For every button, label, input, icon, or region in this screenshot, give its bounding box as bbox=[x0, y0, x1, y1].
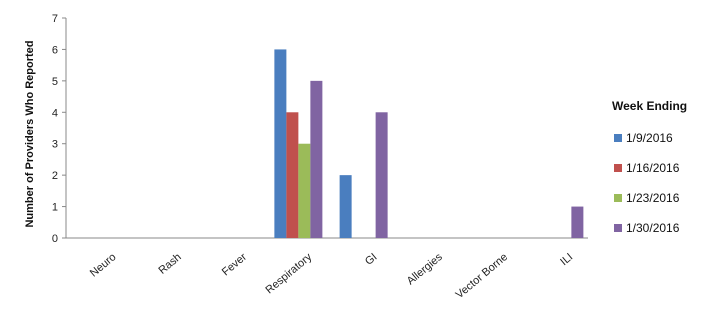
bar bbox=[274, 49, 287, 238]
legend-label: 1/23/2016 bbox=[626, 191, 680, 205]
x-tick-label: Allergies bbox=[405, 251, 445, 288]
legend-label: 1/30/2016 bbox=[626, 221, 680, 235]
bar bbox=[339, 175, 352, 238]
bars bbox=[274, 49, 584, 238]
x-tick-label: Rash bbox=[156, 251, 183, 277]
y-tick-label: 4 bbox=[52, 107, 58, 119]
y-tick-label: 0 bbox=[52, 233, 58, 245]
y-tick-label: 5 bbox=[52, 76, 58, 88]
bar bbox=[298, 143, 311, 238]
legend-swatch bbox=[614, 134, 622, 142]
y-axis-label: Number of Providers Who Reported bbox=[24, 40, 36, 227]
x-tick-label: Neuro bbox=[88, 251, 119, 279]
bar bbox=[310, 80, 323, 238]
legend-label: 1/16/2016 bbox=[626, 161, 680, 175]
y-tick-label: 2 bbox=[52, 170, 58, 182]
bar bbox=[286, 112, 299, 238]
legend-swatch bbox=[614, 164, 622, 172]
x-ticks: Neuro Rash Fever Respiratory GI Allergies Vect… bbox=[88, 251, 575, 301]
y-ticks: 0 1 2 3 4 5 6 7 bbox=[52, 13, 66, 245]
y-tick-label: 7 bbox=[52, 13, 58, 25]
legend-swatch bbox=[614, 194, 622, 202]
legend: Week Ending 1/9/2016 1/16/2016 1/23/2016 1/… bbox=[612, 99, 687, 235]
legend-title: Week Ending bbox=[612, 99, 687, 113]
legend-label: 1/9/2016 bbox=[626, 131, 673, 145]
y-axis-label-group: Number of Providers Who Reported bbox=[24, 40, 36, 227]
legend-swatch bbox=[614, 224, 622, 232]
x-tick-label: ILI bbox=[558, 251, 575, 268]
y-tick-label: 1 bbox=[52, 202, 58, 214]
bar bbox=[375, 112, 388, 238]
axes bbox=[65, 18, 588, 239]
x-tick-label: GI bbox=[363, 251, 380, 268]
x-tick-label: Respiratory bbox=[263, 251, 314, 297]
y-tick-label: 3 bbox=[52, 139, 58, 151]
y-tick-label: 6 bbox=[52, 44, 58, 56]
x-tick-label: Fever bbox=[220, 251, 250, 278]
x-tick-label: Vector Borne bbox=[454, 251, 510, 301]
bar bbox=[571, 206, 584, 238]
